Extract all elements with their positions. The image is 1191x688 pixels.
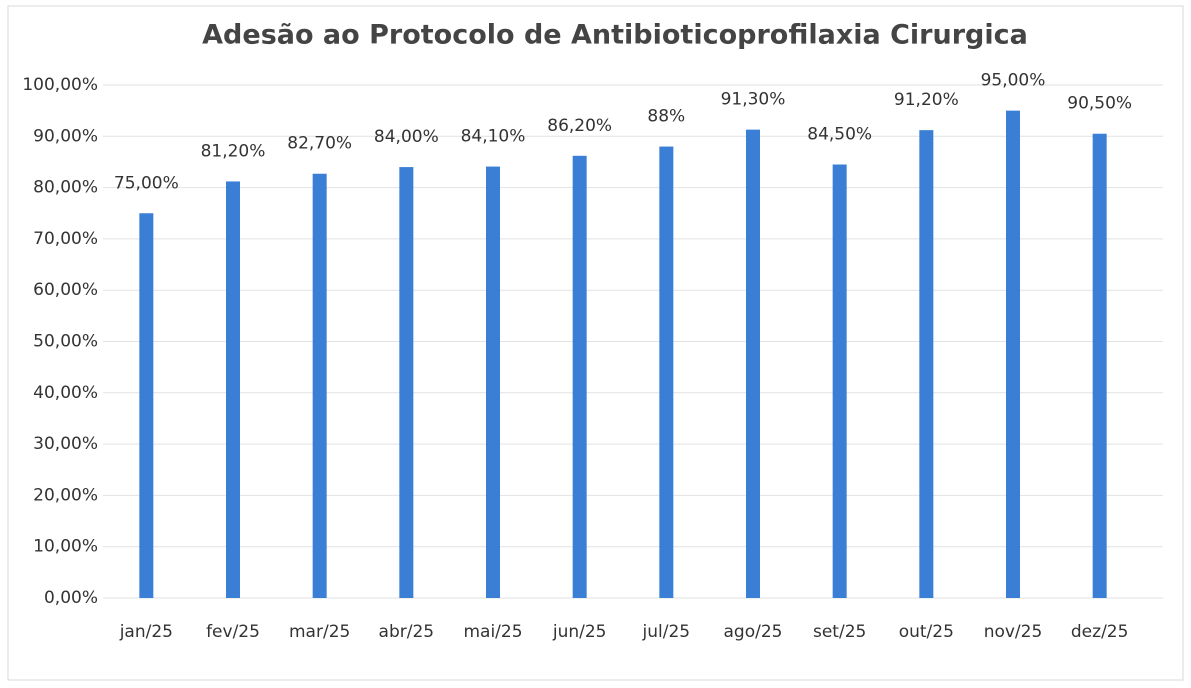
- bar: [572, 155, 587, 598]
- data-label: 88%: [647, 107, 685, 127]
- data-label: 81,20%: [201, 141, 266, 161]
- data-label: 91,30%: [721, 90, 786, 110]
- data-label: 91,20%: [894, 90, 959, 110]
- x-tick-label: out/25: [899, 622, 954, 642]
- y-tick-label: 70,00%: [33, 229, 98, 249]
- bar: [399, 167, 414, 598]
- bar: [312, 173, 327, 598]
- bar: [486, 166, 500, 598]
- data-label: 86,20%: [547, 116, 612, 136]
- x-tick-label: abr/25: [379, 622, 435, 642]
- bar: [1006, 110, 1020, 599]
- y-tick-label: 50,00%: [33, 332, 98, 352]
- data-label: 84,00%: [374, 127, 439, 147]
- data-label: 84,50%: [807, 125, 872, 145]
- bar: [919, 130, 934, 599]
- data-label: 84,10%: [461, 127, 526, 147]
- x-tick-label: jul/25: [642, 622, 691, 642]
- bar: [139, 213, 154, 598]
- x-tick-label: mai/25: [463, 622, 522, 642]
- y-tick-label: 0,00%: [44, 588, 98, 608]
- y-tick-label: 100,00%: [22, 75, 98, 95]
- y-tick-label: 90,00%: [33, 126, 98, 146]
- y-tick-label: 30,00%: [33, 434, 98, 454]
- chart-title: Adesão ao Protocolo de Antibioticoprofil…: [202, 20, 1028, 51]
- y-tick-label: 40,00%: [33, 383, 98, 403]
- chart-border: [7, 5, 1184, 681]
- x-tick-label: jun/25: [552, 622, 607, 642]
- data-label: 90,50%: [1067, 94, 1132, 114]
- bar: [832, 164, 847, 598]
- y-tick-label: 60,00%: [33, 280, 98, 300]
- bar: [226, 181, 240, 598]
- x-tick-label: ago/25: [724, 622, 783, 642]
- bar: [659, 146, 674, 598]
- bar: [746, 129, 760, 599]
- x-tick-label: dez/25: [1071, 622, 1129, 642]
- x-tick-label: fev/25: [206, 622, 260, 642]
- y-tick-label: 80,00%: [33, 178, 98, 198]
- data-label: 75,00%: [114, 173, 179, 193]
- x-tick-label: jan/25: [119, 622, 173, 642]
- y-tick-label: 10,00%: [33, 537, 98, 557]
- data-label: 82,70%: [287, 134, 352, 154]
- data-label: 95,00%: [981, 71, 1046, 91]
- bar: [1092, 133, 1107, 599]
- x-tick-label: mar/25: [289, 622, 350, 642]
- x-tick-label: set/25: [813, 622, 866, 642]
- y-tick-label: 20,00%: [33, 485, 98, 505]
- x-tick-label: nov/25: [984, 622, 1043, 642]
